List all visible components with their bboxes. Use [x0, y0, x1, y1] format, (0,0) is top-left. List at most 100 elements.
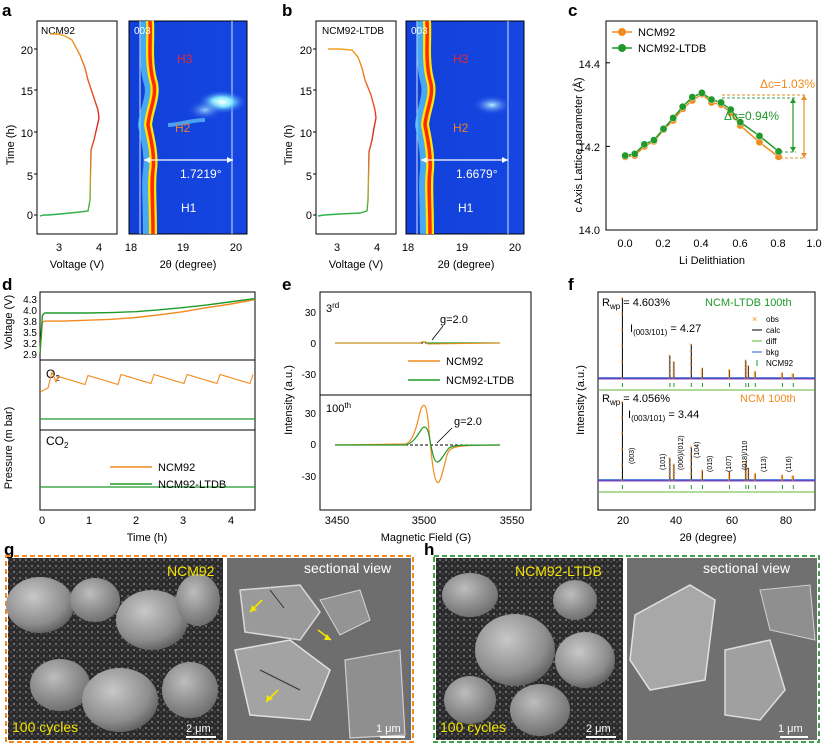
obs-marker: × — [780, 371, 783, 377]
legend-marker-ncm92 — [618, 28, 626, 36]
panel-letter-f: f — [568, 275, 574, 294]
obs-marker: × — [668, 358, 671, 364]
obs-marker: × — [689, 445, 692, 451]
ytick: 15 — [300, 86, 312, 98]
obs-marker: × — [672, 478, 675, 484]
obs-marker: × — [791, 476, 794, 482]
point-NCM92-LTDB — [774, 147, 783, 156]
hkl: (107) — [726, 456, 733, 472]
xticks-c: 0.0 0.2 0.4 0.6 0.8 1.0 — [617, 238, 821, 250]
delta-2theta-b: 1.6679° — [456, 167, 498, 181]
obs-marker: × — [620, 416, 623, 422]
voltage-frame-a — [36, 20, 118, 235]
sup: rd — [332, 301, 339, 310]
obs-marker: × — [689, 349, 692, 355]
obs-marker: × — [620, 431, 623, 437]
obs-marker: × — [728, 371, 731, 377]
scale-bar-h-right: 1 μm — [778, 723, 803, 735]
obs-marker: × — [668, 469, 671, 475]
ylabel-voltage-d: Voltage (V) — [3, 295, 15, 349]
sem-label-ltdb: NCM92-LTDB — [515, 563, 602, 579]
xtick: 0.2 — [655, 238, 670, 250]
plot-frame-c — [605, 20, 818, 231]
panel-g: g NCM92 sectional view 100 cycles 2 μm 1… — [4, 540, 414, 743]
panel-c: c c Axis Lattice parameter (Å) 14.0 14.2… — [568, 1, 822, 267]
panel-a: a Time (h) NCM92 0 5 10 15 20 3 4 Voltag… — [2, 1, 248, 271]
obs-marker: × — [672, 360, 675, 366]
obs-marker: × — [728, 373, 731, 379]
legend-marker-ltdb — [618, 44, 626, 52]
legend-d-ltdb: NCM92-LTDB — [158, 479, 226, 491]
obs-marker: × — [668, 461, 671, 467]
xtick: 20 — [509, 242, 521, 254]
xtick: 4 — [374, 242, 380, 254]
ytick: 20 — [300, 45, 312, 57]
obs-marker: × — [728, 472, 731, 478]
obs-marker: × — [700, 472, 703, 478]
obs-marker: × — [747, 374, 750, 380]
xtick: 0.8 — [770, 238, 785, 250]
panel-letter-e: e — [282, 275, 291, 294]
sem-label-sectional-h: sectional view — [703, 560, 791, 576]
sub: (003/101) — [631, 414, 666, 423]
plot-frame-f — [597, 291, 816, 511]
legend-f-bkg: bkg — [766, 348, 779, 357]
obs-marker: × — [668, 474, 671, 480]
obs-marker: × — [700, 471, 703, 477]
frame-g — [5, 555, 414, 743]
cycle-label-100th: 100th — [326, 401, 351, 415]
yticks-a: 0 5 10 15 20 — [21, 45, 33, 222]
obs-marker: × — [747, 471, 750, 477]
xlabel-2t-a: 2θ (degree) — [160, 259, 217, 271]
obs-marker: × — [753, 477, 756, 483]
obs-marker: × — [620, 376, 623, 382]
obs-marker: × — [753, 478, 756, 484]
obs-marker: × — [672, 469, 675, 475]
obs-marker: × — [753, 372, 756, 378]
obs-marker: × — [689, 363, 692, 369]
phase-label-h2-a: H2 — [175, 121, 191, 135]
xtick: 0.0 — [617, 238, 632, 250]
frame-h — [433, 555, 820, 743]
title-top-f: NCM-LTDB 100th — [705, 297, 792, 309]
obs-marker: × — [672, 475, 675, 481]
obs-marker: × — [780, 376, 783, 382]
xtick: 4 — [96, 242, 102, 254]
xtick: 19 — [456, 242, 468, 254]
epr-3rd-ncm92 — [335, 341, 501, 345]
obs-marker: × — [620, 478, 623, 484]
ylabel-e: Intensity (a.u.) — [283, 365, 295, 435]
legend-c-ncm92: NCM92 — [638, 27, 675, 39]
hkl: (113) — [761, 456, 768, 472]
obs-marker: × — [668, 367, 671, 373]
obs-marker: × — [700, 376, 703, 382]
obs-marker: × — [620, 360, 623, 366]
co2-label: CO2 — [46, 434, 69, 450]
xticks-v-a: 3 4 — [56, 242, 102, 254]
obs-marker: × — [689, 356, 692, 362]
ytick: 10 — [21, 128, 33, 140]
xtick: 0.4 — [693, 238, 708, 250]
ylabel-c: c Axis Lattice parameter (Å) — [572, 77, 585, 212]
obs-marker: × — [700, 478, 703, 484]
obs-marker: × — [747, 476, 750, 482]
hkl: (006)/(012) — [678, 435, 685, 470]
xlabel-e: Magnetic Field (G) — [381, 532, 471, 544]
cycles-label-g: 100 cycles — [12, 719, 78, 735]
phase-label-h1-b: H1 — [458, 201, 474, 215]
panel-letter-h: h — [424, 540, 434, 559]
ytick: 14.4 — [579, 59, 600, 71]
obs-marker: × — [744, 478, 747, 484]
xtick: 80 — [780, 515, 792, 527]
obs-marker: × — [791, 376, 794, 382]
xtick: 0.6 — [732, 238, 747, 250]
legend-e-ltdb: NCM92-LTDB — [446, 375, 514, 387]
xtick: 3 — [56, 242, 62, 254]
obs-marker: × — [791, 374, 794, 380]
xlabel-d: Time (h) — [127, 532, 168, 544]
obs-marker: × — [753, 474, 756, 480]
i: I — [630, 323, 633, 335]
ytick: -30 — [302, 472, 317, 483]
hkl: (101) — [660, 454, 667, 470]
obs-marker: × — [780, 478, 783, 484]
